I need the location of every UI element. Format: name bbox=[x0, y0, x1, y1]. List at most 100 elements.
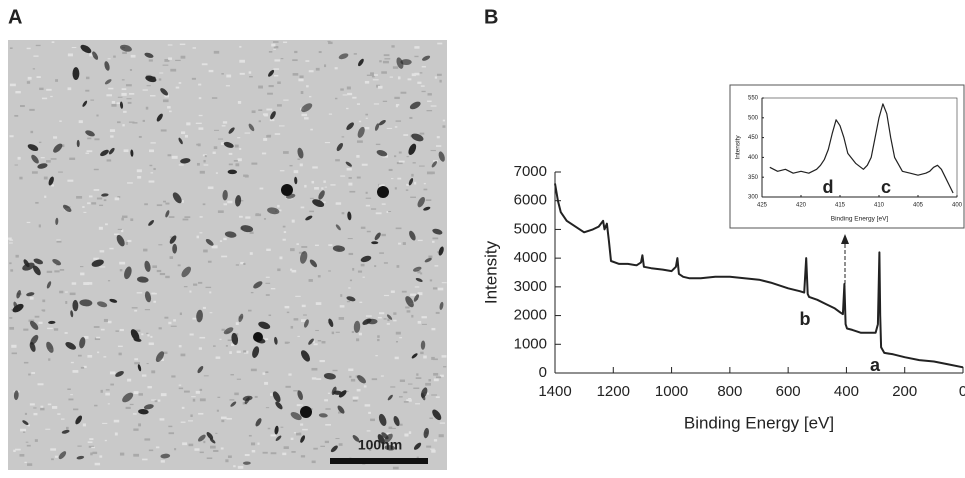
speckle bbox=[250, 442, 256, 446]
speckle bbox=[431, 356, 435, 360]
speckle bbox=[371, 378, 378, 381]
speckle bbox=[277, 204, 280, 208]
speckle bbox=[442, 119, 446, 122]
speckle bbox=[50, 158, 57, 160]
speckle bbox=[23, 328, 29, 331]
tem-image bbox=[8, 40, 447, 470]
speckle bbox=[181, 200, 184, 203]
speckle bbox=[159, 272, 166, 276]
speckle bbox=[311, 460, 316, 464]
speckle bbox=[215, 432, 218, 434]
particle bbox=[378, 413, 387, 426]
speckle bbox=[156, 204, 163, 207]
speckle bbox=[58, 171, 63, 173]
speckle bbox=[394, 96, 400, 100]
speckle bbox=[284, 341, 289, 344]
particle bbox=[432, 228, 443, 235]
speckle bbox=[328, 270, 331, 272]
speckle bbox=[148, 180, 155, 183]
speckle bbox=[406, 183, 410, 186]
particle bbox=[417, 196, 425, 208]
speckle bbox=[273, 74, 279, 77]
particle bbox=[222, 189, 228, 201]
particle bbox=[46, 281, 52, 289]
speckle bbox=[134, 309, 138, 312]
speckle bbox=[8, 242, 13, 244]
speckle bbox=[324, 440, 330, 444]
speckle bbox=[381, 71, 387, 74]
particle bbox=[72, 299, 79, 312]
speckle bbox=[65, 301, 68, 304]
particle bbox=[155, 351, 165, 362]
speckle bbox=[111, 104, 117, 107]
speckle bbox=[179, 312, 182, 316]
speckle bbox=[356, 103, 361, 105]
speckle bbox=[382, 100, 388, 102]
particle bbox=[48, 176, 54, 186]
particle bbox=[255, 418, 262, 427]
speckle bbox=[31, 372, 36, 374]
particle bbox=[224, 231, 237, 238]
speckle bbox=[43, 176, 48, 180]
speckle bbox=[110, 135, 114, 138]
speckle bbox=[69, 157, 76, 160]
particle bbox=[338, 390, 347, 398]
speckle bbox=[184, 134, 188, 138]
speckle bbox=[67, 388, 71, 390]
speckle bbox=[390, 290, 395, 293]
speckle bbox=[137, 175, 142, 179]
particle bbox=[137, 364, 142, 372]
particle bbox=[165, 210, 170, 218]
speckle bbox=[194, 448, 200, 451]
particle bbox=[75, 415, 83, 425]
speckle bbox=[133, 428, 139, 431]
inset-frame bbox=[729, 84, 965, 229]
speckle bbox=[51, 184, 55, 187]
particle bbox=[180, 158, 191, 164]
speckle bbox=[363, 385, 367, 388]
speckle bbox=[25, 441, 29, 443]
particle bbox=[53, 143, 63, 153]
speckle bbox=[292, 59, 298, 62]
speckle bbox=[129, 69, 133, 71]
speckle bbox=[20, 428, 27, 432]
particle bbox=[378, 119, 386, 126]
speckle bbox=[432, 240, 435, 243]
speckle bbox=[267, 92, 273, 95]
speckle bbox=[267, 134, 272, 137]
particle bbox=[65, 341, 76, 350]
speckle bbox=[160, 393, 167, 397]
speckle bbox=[41, 97, 48, 100]
speckle bbox=[99, 455, 103, 458]
speckle bbox=[234, 144, 239, 148]
speckle bbox=[392, 66, 399, 69]
particle bbox=[22, 420, 29, 426]
arrowhead bbox=[841, 234, 849, 244]
speckle bbox=[211, 97, 218, 99]
speckle bbox=[279, 256, 283, 260]
scale-bar bbox=[330, 458, 428, 464]
speckle bbox=[169, 256, 174, 259]
particle bbox=[258, 321, 271, 330]
speckle bbox=[403, 401, 409, 403]
speckle bbox=[227, 455, 232, 458]
speckle bbox=[125, 84, 132, 87]
speckle bbox=[311, 340, 315, 344]
particle bbox=[376, 150, 388, 157]
particle bbox=[393, 415, 400, 427]
speckle bbox=[192, 47, 197, 49]
speckle bbox=[405, 306, 410, 309]
speckle bbox=[301, 113, 308, 117]
speckle bbox=[379, 252, 384, 254]
speckle bbox=[251, 110, 256, 114]
speckle bbox=[310, 128, 313, 131]
speckle bbox=[302, 428, 308, 431]
speckle bbox=[315, 302, 322, 305]
speckle bbox=[390, 386, 396, 388]
speckle bbox=[29, 108, 35, 111]
speckle bbox=[174, 448, 177, 451]
particle bbox=[148, 220, 155, 226]
speckle bbox=[335, 331, 340, 333]
speckle bbox=[30, 130, 34, 134]
particle bbox=[346, 122, 354, 131]
